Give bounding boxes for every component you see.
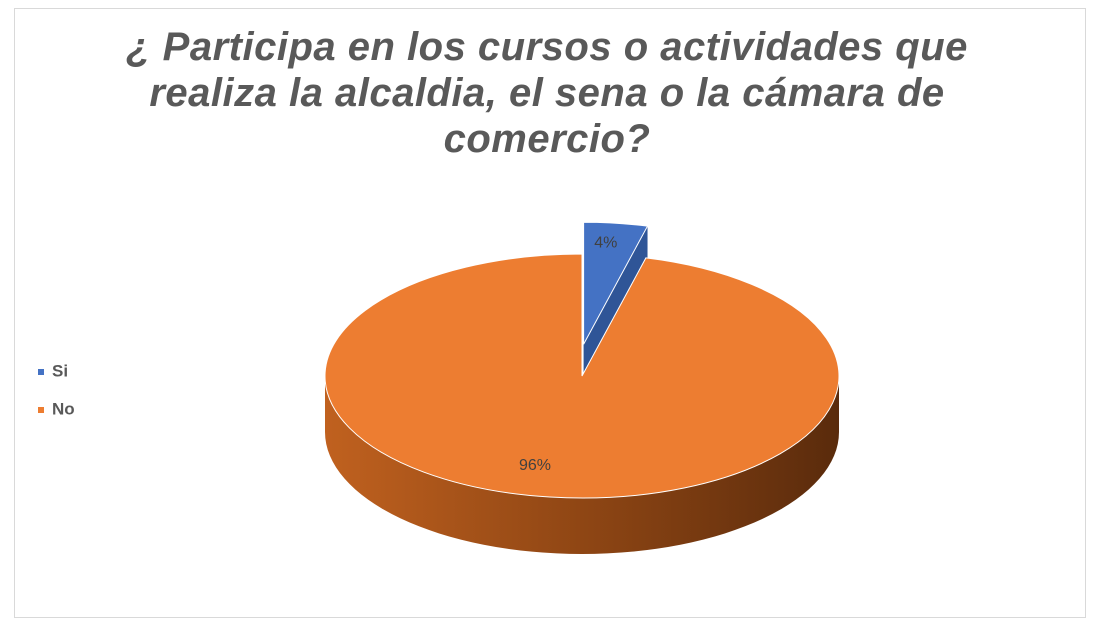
chart-title: ¿ Participa en los cursos o actividades … xyxy=(126,25,968,161)
pie-slice xyxy=(324,253,840,499)
legend-swatch xyxy=(38,407,44,413)
pie-slice xyxy=(583,221,649,345)
pie-side xyxy=(325,376,839,554)
legend-label: No xyxy=(52,399,75,418)
legend-label: Si xyxy=(52,361,68,380)
data-label: 4% xyxy=(594,234,617,251)
data-label: 96% xyxy=(519,457,551,474)
legend-swatch xyxy=(38,369,44,375)
